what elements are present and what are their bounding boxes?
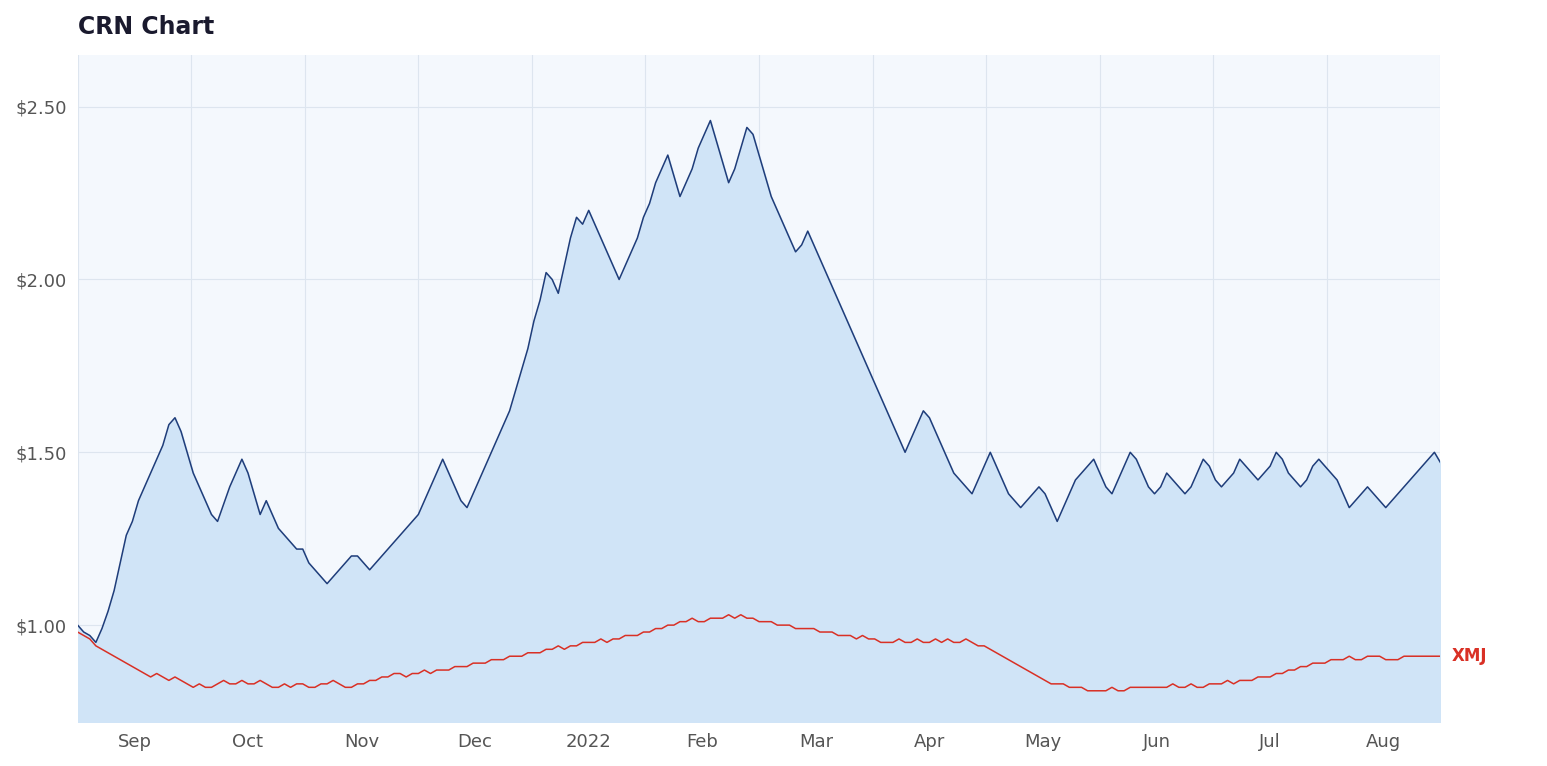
Text: CRN Chart: CRN Chart [77, 15, 213, 39]
Text: XMJ: XMJ [1451, 647, 1487, 665]
